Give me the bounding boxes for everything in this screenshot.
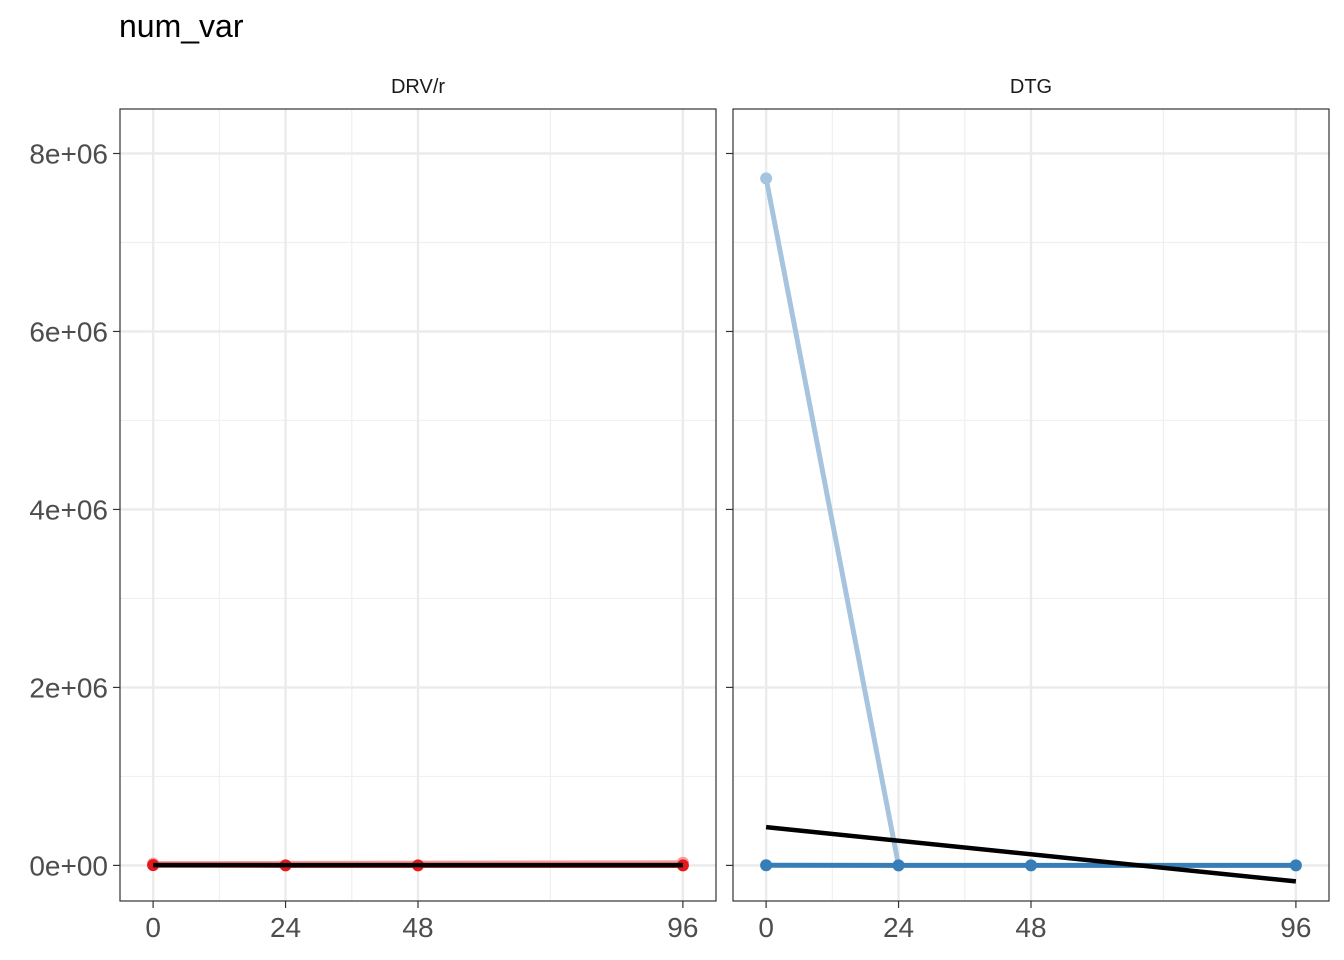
x-tick-label: 24 [270, 912, 301, 943]
data-point-light [760, 172, 773, 185]
x-tick-label: 48 [1015, 912, 1046, 943]
x-tick-label: 0 [145, 912, 161, 943]
data-point-main [1025, 859, 1037, 872]
series-line-light [763, 175, 902, 868]
x-tick-label: 96 [1280, 912, 1311, 943]
x-tick-label: 24 [883, 912, 914, 943]
y-tick-label: 0e+00 [29, 850, 108, 881]
y-tick-label: 8e+06 [29, 138, 108, 169]
x-tick-label: 48 [402, 912, 433, 943]
data-point-main [760, 859, 773, 872]
y-tick-label: 4e+06 [29, 494, 108, 525]
facet-label: DTG [1010, 76, 1052, 98]
x-tick-label: 96 [667, 912, 698, 943]
facet-label: DRV/r [391, 76, 445, 98]
panel-1: DTG 0 24 48 96 [726, 76, 1330, 943]
data-point-main [892, 859, 905, 872]
panel-0: DRV/r 0 24 48 96 0e+00 2e+06 4e+06 6e+06 8e+06 [29, 76, 717, 943]
data-point-main [1289, 859, 1302, 872]
y-tick-label: 6e+06 [29, 316, 108, 347]
trend-line [765, 824, 1297, 884]
x-tick-label: 0 [758, 912, 774, 943]
y-tick-label: 2e+06 [29, 672, 108, 703]
chart-title: num_var [119, 8, 244, 44]
